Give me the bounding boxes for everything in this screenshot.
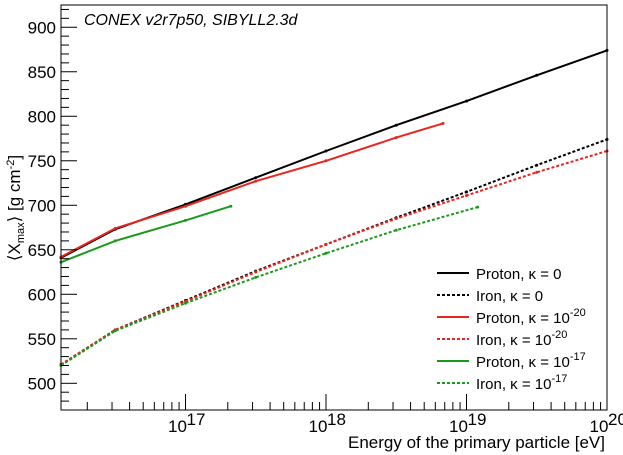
legend-label-3: Iron, κ = 10-20 — [476, 329, 567, 349]
x-axis-label: Energy of the primary particle [eV] — [348, 433, 605, 452]
data-point-2-5 — [394, 136, 398, 140]
x-tick-label: 10 — [449, 417, 468, 436]
y-tick-label: 600 — [28, 285, 56, 304]
data-point-5-1 — [113, 329, 117, 333]
data-point-0-5 — [394, 123, 398, 127]
data-point-3-3 — [254, 270, 258, 274]
data-point-3-7 — [535, 170, 539, 174]
data-point-3-5 — [394, 217, 398, 221]
y-tick-label: 700 — [28, 196, 56, 215]
y-label-sub: max — [15, 222, 27, 243]
data-point-5-4 — [324, 251, 328, 255]
data-point-2-6 — [441, 121, 445, 125]
data-point-1-7 — [535, 163, 539, 167]
y-axis: 500 550 600 650 700 750 800 850 900 — [28, 8, 77, 402]
x-tick-label-exponent: 18 — [327, 410, 346, 429]
legend-label-0: Proton, κ = 0 — [476, 266, 561, 283]
y-label-unit: ⟩ [g cm — [5, 169, 24, 222]
legend-label-1: Iron, κ = 0 — [476, 288, 543, 305]
series-line-1 — [60, 138, 608, 366]
series-line-4 — [60, 205, 232, 264]
data-point-0-4 — [324, 149, 328, 153]
x-tick-label: 10 — [168, 417, 187, 436]
y-tick-label: 850 — [28, 63, 56, 82]
chart-annotation: CONEX v2r7p50, SIBYLL2.3d — [84, 12, 299, 29]
legend-label-4: Proton, κ = 10-17 — [476, 351, 586, 371]
data-point-4-1 — [113, 239, 117, 243]
x-tick-label-exponent: 20 — [608, 410, 623, 429]
data-point-5-6 — [476, 205, 480, 209]
y-tick-label: 750 — [28, 152, 56, 171]
y-tick-label: 500 — [28, 374, 56, 393]
data-point-2-2 — [184, 204, 187, 208]
data-point-5-2 — [184, 301, 187, 305]
data-point-1-6 — [465, 190, 468, 194]
plot-frame — [60, 4, 608, 411]
data-point-3-6 — [465, 194, 468, 197]
data-point-5-3 — [254, 275, 258, 279]
data-point-0-6 — [465, 99, 468, 103]
y-tick-label: 900 — [28, 18, 56, 37]
series-line-2 — [60, 122, 444, 258]
y-tick-label: 800 — [28, 107, 56, 126]
data-point-2-1 — [113, 226, 117, 230]
data-point-3-4 — [324, 242, 328, 246]
series-line-0 — [60, 49, 608, 259]
x-axis: 10 17 10 18 10 19 10 20 — [86, 394, 623, 436]
series-line-5 — [60, 206, 478, 367]
data-point-2-3 — [254, 179, 258, 183]
data-point-4-3 — [229, 204, 233, 208]
x-tick-label: 10 — [309, 417, 328, 436]
data-point-4-2 — [184, 218, 187, 222]
y-label-close: ] — [5, 155, 24, 160]
y-label-open: ⟨X — [5, 243, 24, 261]
x-tick-label-exponent: 19 — [467, 410, 486, 429]
series-layer — [59, 48, 609, 367]
y-tick-label: 550 — [28, 330, 56, 349]
y-tick-label: 650 — [28, 241, 56, 260]
legend-label-5: Iron, κ = 10-17 — [476, 373, 567, 393]
data-point-2-4 — [324, 159, 328, 163]
legend-label-2: Proton, κ = 10-20 — [476, 307, 586, 327]
data-point-0-7 — [535, 73, 539, 77]
x-tick-label-exponent: 17 — [186, 410, 205, 429]
data-point-5-5 — [394, 228, 398, 232]
legend: Proton, κ = 0 Iron, κ = 0 Proton, κ = 10-2… — [437, 266, 586, 393]
y-label-exp: -2 — [5, 160, 17, 170]
x-tick-label: 10 — [590, 417, 609, 436]
data-point-0-3 — [254, 176, 258, 180]
svg-text:⟨Xmax⟩ [g cm-2]: ⟨Xmax⟩ [g cm-2] — [5, 155, 27, 261]
y-axis-label: ⟨Xmax⟩ [g cm-2] — [5, 155, 27, 261]
